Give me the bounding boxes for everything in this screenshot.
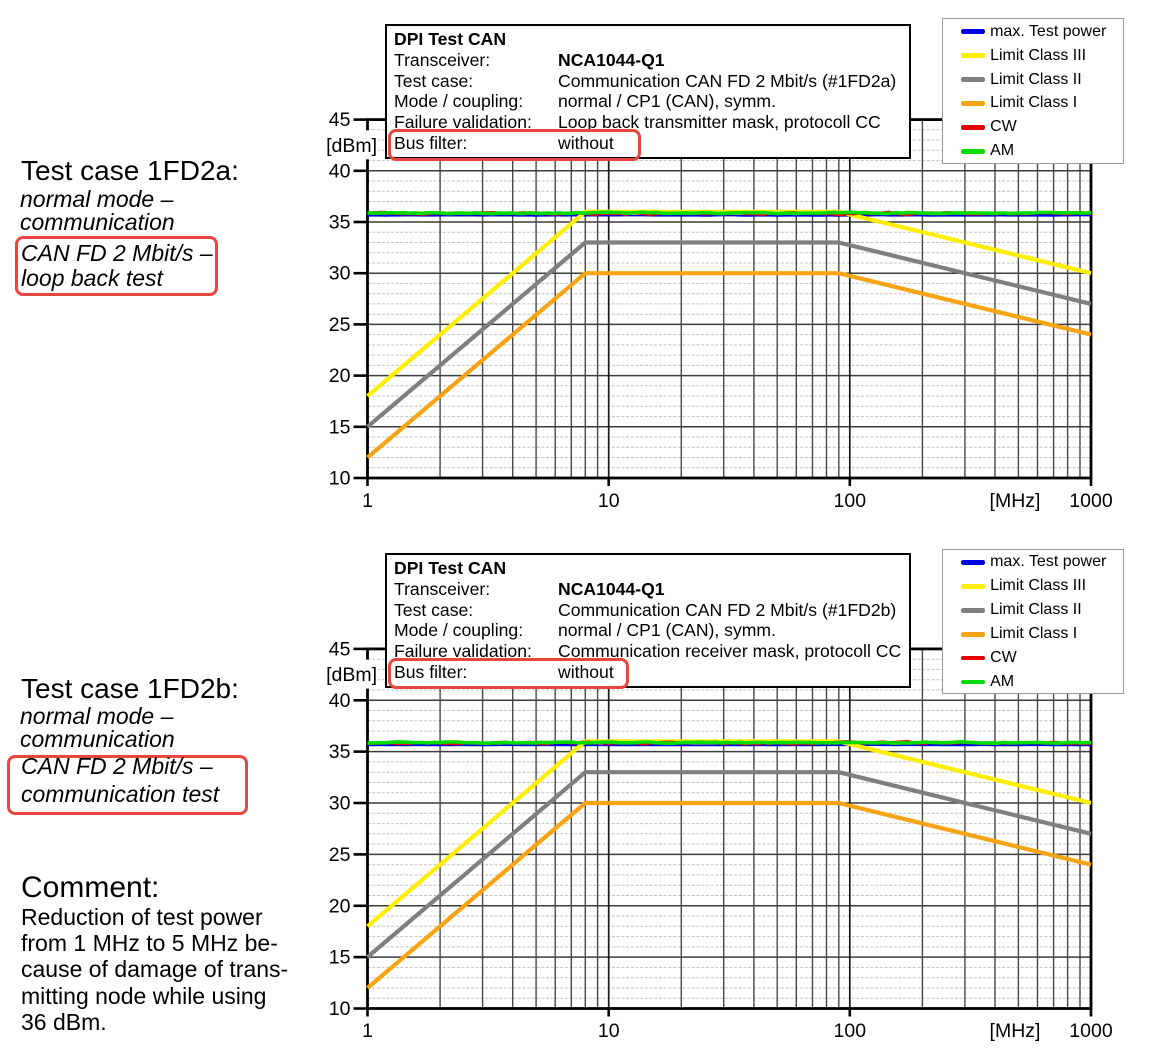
svg-text:10: 10	[329, 998, 351, 1020]
svg-text:100: 100	[834, 490, 867, 512]
svg-text:1000: 1000	[1069, 490, 1113, 512]
svg-text:40: 40	[329, 690, 351, 712]
svg-text:[dBm]: [dBm]	[326, 135, 377, 157]
svg-text:1: 1	[362, 490, 373, 512]
svg-text:35: 35	[329, 741, 351, 763]
svg-text:100: 100	[834, 1020, 867, 1042]
svg-text:40: 40	[329, 160, 351, 182]
svg-text:20: 20	[329, 365, 351, 387]
svg-text:45: 45	[329, 638, 351, 660]
svg-text:15: 15	[329, 416, 351, 438]
svg-text:35: 35	[329, 212, 351, 234]
svg-text:1000: 1000	[1069, 1020, 1113, 1042]
svg-text:30: 30	[329, 263, 351, 285]
svg-text:45: 45	[329, 109, 351, 131]
svg-text:15: 15	[329, 947, 351, 969]
svg-text:10: 10	[598, 490, 620, 512]
svg-text:25: 25	[329, 314, 351, 336]
svg-text:1: 1	[362, 1020, 373, 1042]
svg-text:25: 25	[329, 844, 351, 866]
svg-text:[MHz]: [MHz]	[990, 490, 1041, 512]
svg-text:[dBm]: [dBm]	[326, 664, 377, 686]
svg-text:[MHz]: [MHz]	[990, 1020, 1041, 1042]
svg-text:10: 10	[329, 468, 351, 490]
svg-text:30: 30	[329, 793, 351, 815]
svg-text:10: 10	[598, 1020, 620, 1042]
svg-text:20: 20	[329, 895, 351, 917]
